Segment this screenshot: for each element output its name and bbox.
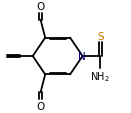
Text: N: N xyxy=(78,52,86,61)
Text: S: S xyxy=(97,32,103,42)
Text: O: O xyxy=(37,101,45,111)
Text: O: O xyxy=(37,2,45,12)
Text: NH$_2$: NH$_2$ xyxy=(90,69,110,83)
